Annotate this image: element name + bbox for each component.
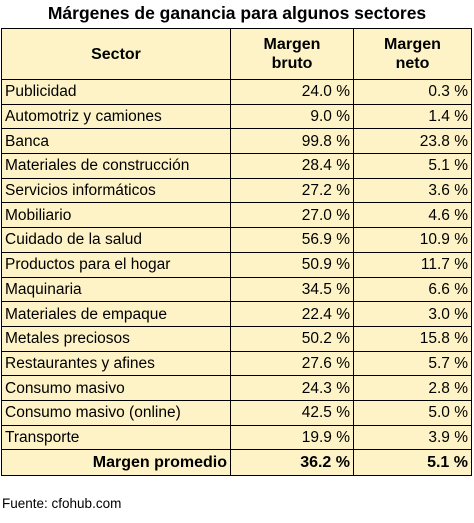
margen-bruto-cell: 56.9 %	[230, 227, 354, 253]
margen-bruto-cell: 42.5 %	[230, 399, 354, 426]
margen-bruto-cell: 28.4 %	[230, 153, 354, 179]
table-row: Metales preciosos 50.2 % 15.8 %	[1, 325, 472, 352]
sector-cell: Consumo masivo	[1, 375, 231, 401]
margen-bruto-cell: 50.9 %	[230, 251, 354, 278]
table-row: Consumo masivo (online) 42.5 % 5.0 %	[1, 399, 472, 426]
sector-cell: Publicidad	[1, 79, 231, 105]
margen-bruto-cell: 24.0 %	[230, 79, 354, 105]
header-sector: Sector	[1, 28, 231, 80]
margen-neto-cell: 5.0 %	[353, 399, 472, 426]
table-row: Materiales de empaque 22.4 % 3.0 %	[1, 301, 472, 327]
sector-cell: Cuidado de la salud	[1, 227, 231, 253]
margen-neto-cell: 15.8 %	[353, 325, 472, 352]
sector-cell: Materiales de construcción	[1, 153, 231, 179]
margen-neto-cell: 4.6 %	[353, 202, 472, 229]
summary-bruto: 36.2 %	[230, 449, 354, 477]
margen-bruto-cell: 27.0 %	[230, 202, 354, 229]
margen-neto-cell: 5.7 %	[353, 350, 472, 377]
table-row: Maquinaria 34.5 % 6.6 %	[1, 276, 472, 303]
table-row: Transporte 19.9 % 3.9 %	[1, 424, 472, 451]
margen-bruto-cell: 22.4 %	[230, 301, 354, 327]
sector-cell: Maquinaria	[1, 276, 231, 303]
margen-neto-cell: 0.3 %	[353, 79, 472, 105]
table-row: Banca 99.8 % 23.8 %	[1, 128, 472, 155]
sector-cell: Transporte	[1, 424, 231, 451]
sector-cell: Productos para el hogar	[1, 251, 231, 278]
table-row: Cuidado de la salud 56.9 % 10.9 %	[1, 227, 472, 253]
margen-bruto-cell: 27.6 %	[230, 350, 354, 377]
table-row: Materiales de construcción 28.4 % 5.1 %	[1, 153, 472, 179]
table-row: Productos para el hogar 50.9 % 11.7 %	[1, 251, 472, 278]
sector-cell: Banca	[1, 128, 231, 155]
table-row: Restaurantes y afines 27.6 % 5.7 %	[1, 350, 472, 377]
table-row: Publicidad 24.0 % 0.3 %	[1, 79, 472, 105]
header-margen-bruto-label: Margen bruto	[263, 36, 321, 72]
margen-bruto-cell: 19.9 %	[230, 424, 354, 451]
summary-label: Margen promedio	[1, 449, 231, 477]
summary-neto: 5.1 %	[353, 449, 472, 477]
table-row: Servicios informáticos 27.2 % 3.6 %	[1, 177, 472, 204]
margen-bruto-cell: 27.2 %	[230, 177, 354, 204]
sector-cell: Consumo masivo (online)	[1, 399, 231, 426]
header-margen-neto-label: Margen neto	[384, 36, 441, 72]
margen-neto-cell: 2.8 %	[353, 375, 472, 401]
margen-neto-cell: 3.6 %	[353, 177, 472, 204]
summary-row: Margen promedio 36.2 % 5.1 %	[1, 449, 472, 477]
sector-cell: Automotriz y camiones	[1, 103, 231, 130]
margen-neto-cell: 10.9 %	[353, 227, 472, 253]
margen-neto-cell: 3.9 %	[353, 424, 472, 451]
margen-neto-cell: 11.7 %	[353, 251, 472, 278]
margen-neto-cell: 23.8 %	[353, 128, 472, 155]
margins-table: Sector Margen bruto Margen neto Publicid…	[1, 28, 472, 477]
margen-neto-cell: 3.0 %	[353, 301, 472, 327]
header-row: Sector Margen bruto Margen neto	[1, 28, 472, 80]
sector-cell: Restaurantes y afines	[1, 350, 231, 377]
chart-title: Márgenes de ganancia para algunos sector…	[47, 3, 427, 23]
margen-bruto-cell: 99.8 %	[230, 128, 354, 155]
margen-neto-cell: 6.6 %	[353, 276, 472, 303]
sector-cell: Mobiliario	[1, 202, 231, 229]
margen-neto-cell: 1.4 %	[353, 103, 472, 130]
sector-cell: Metales preciosos	[1, 325, 231, 352]
margen-bruto-cell: 9.0 %	[230, 103, 354, 130]
table-row: Automotriz y camiones 9.0 % 1.4 %	[1, 103, 472, 130]
sector-cell: Servicios informáticos	[1, 177, 231, 204]
margen-neto-cell: 5.1 %	[353, 153, 472, 179]
margen-bruto-cell: 24.3 %	[230, 375, 354, 401]
table-row: Mobiliario 27.0 % 4.6 %	[1, 202, 472, 229]
margen-bruto-cell: 50.2 %	[230, 325, 354, 352]
source-note: Fuente: cfohub.com	[2, 496, 122, 511]
header-margen-neto: Margen neto	[353, 28, 472, 80]
table-row: Consumo masivo 24.3 % 2.8 %	[1, 375, 472, 401]
sector-cell: Materiales de empaque	[1, 301, 231, 327]
header-margen-bruto: Margen bruto	[230, 28, 354, 80]
margen-bruto-cell: 34.5 %	[230, 276, 354, 303]
